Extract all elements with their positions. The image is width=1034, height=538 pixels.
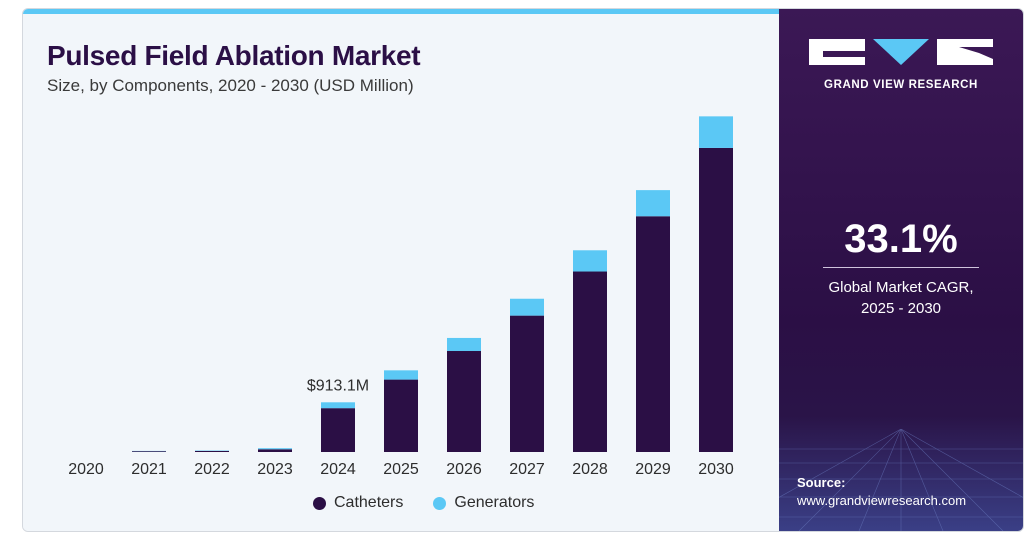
chart-legend: Catheters Generators (313, 494, 534, 512)
bar-generators-2029 (636, 190, 670, 217)
cagr-label: Global Market CAGR, 2025 - 2030 (779, 277, 1023, 319)
x-tick-label-2026: 2026 (446, 461, 482, 478)
bar-generators-2023 (258, 448, 292, 450)
cagr-label-line2: 2025 - 2030 (860, 300, 942, 317)
bar-catheters-2021 (132, 451, 166, 452)
bar-catheters-2030 (699, 147, 733, 452)
chart-panel: Pulsed Field Ablation Market Size, by Co… (23, 14, 779, 531)
legend-swatch-catheters (313, 496, 326, 510)
x-tick-label-2025: 2025 (383, 461, 419, 478)
accent-bar (23, 9, 779, 14)
cagr-label-line1: Global Market CAGR, (828, 279, 974, 296)
chart-subtitle: Size, by Components, 2020 - 2030 (USD Mi… (47, 76, 414, 95)
bar-catheters-2022 (195, 450, 229, 452)
bar-generators-2030 (699, 116, 733, 148)
bar-generators-2024 (321, 402, 355, 409)
chart-card: Pulsed Field Ablation Market Size, by Co… (22, 8, 1024, 532)
cagr-value: 33.1% (844, 217, 958, 261)
grid-decoration (779, 429, 1023, 531)
bar-chart: 2020 2021 2022 2023 2024 2025 2026 2027 2028 2029… (68, 116, 734, 478)
bar-generators-2026 (447, 337, 481, 352)
bar-catheters-2028 (573, 271, 607, 452)
x-tick-label-2027: 2027 (509, 461, 545, 478)
bar-catheters-2023 (258, 449, 292, 452)
side-panel: GRAND VIEW RESEARCH 33.1% Global Market … (779, 9, 1023, 531)
bar-catheters-2029 (636, 216, 670, 452)
data-label-2024: $913.1M (307, 377, 369, 394)
chart-title: Pulsed Field Ablation Market (47, 40, 421, 71)
cagr-divider (823, 267, 979, 268)
x-tick-label-2029: 2029 (635, 461, 671, 478)
x-tick-label-2028: 2028 (572, 461, 608, 478)
x-tick-label-2022: 2022 (194, 461, 230, 478)
bar-generators-2028 (573, 250, 607, 272)
bar-catheters-2027 (510, 315, 544, 452)
source-label: Source: (797, 475, 846, 490)
bar-catheters-2024 (321, 408, 355, 452)
bar-catheters-2026 (447, 351, 481, 452)
brand-name: GRAND VIEW RESEARCH (824, 79, 978, 91)
legend-label-catheters: Catheters (334, 494, 404, 511)
x-tick-label-2030: 2030 (698, 461, 734, 478)
source-url: www.grandviewresearch.com (797, 493, 967, 508)
x-tick-label-2020: 2020 (68, 461, 104, 478)
x-tick-label-2023: 2023 (257, 461, 293, 478)
x-tick-label-2021: 2021 (131, 461, 167, 478)
bar-generators-2027 (510, 298, 544, 316)
legend-item-generators: Generators (433, 494, 534, 512)
bar-generators-2025 (384, 370, 418, 380)
grand-view-research-logo (809, 39, 993, 65)
x-tick-label-2024: 2024 (320, 461, 356, 478)
legend-swatch-generators (433, 496, 447, 510)
bar-catheters-2025 (384, 379, 418, 452)
legend-label-generators: Generators (454, 494, 535, 511)
legend-item-catheters: Catheters (313, 494, 403, 512)
